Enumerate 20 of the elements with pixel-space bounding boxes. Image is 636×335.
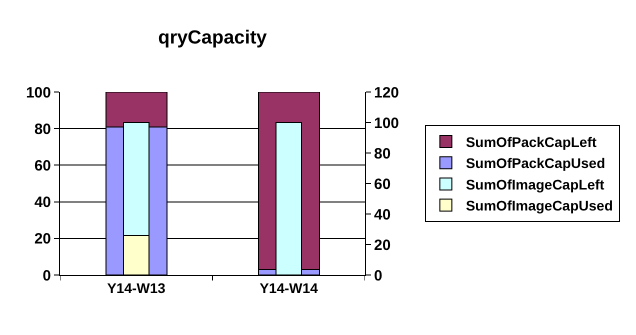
y-tick-label: 100 <box>26 84 51 102</box>
y2-tick-label: 40 <box>374 206 391 224</box>
y-tick-label: 60 <box>34 157 51 174</box>
y-tick-label: 0 <box>42 267 51 284</box>
legend-label: SumOfPackCapUsed <box>466 155 606 172</box>
y2-tick-label: 80 <box>374 145 391 162</box>
legend-label: SumOfImageCapLeft <box>466 176 605 192</box>
chart-title: qryCapacity <box>158 27 268 48</box>
y2-tick-label: 60 <box>374 176 391 193</box>
y-tick-label: 20 <box>34 230 51 248</box>
y-tick-label: 40 <box>34 194 51 212</box>
legend-label: SumOfImageCapUsed <box>466 198 613 214</box>
y2-tick-label: 20 <box>374 236 391 254</box>
y2-tick-label: 0 <box>374 267 382 284</box>
x-tick-label: Y14-W14 <box>260 280 318 296</box>
y2-tick-label: 100 <box>374 114 400 132</box>
y-tick-label: 80 <box>34 120 51 138</box>
legend-label: SumOfPackCapLeft <box>466 134 597 150</box>
y2-tick-label: 120 <box>374 84 400 102</box>
x-tick-label: Y14-W13 <box>107 280 166 296</box>
